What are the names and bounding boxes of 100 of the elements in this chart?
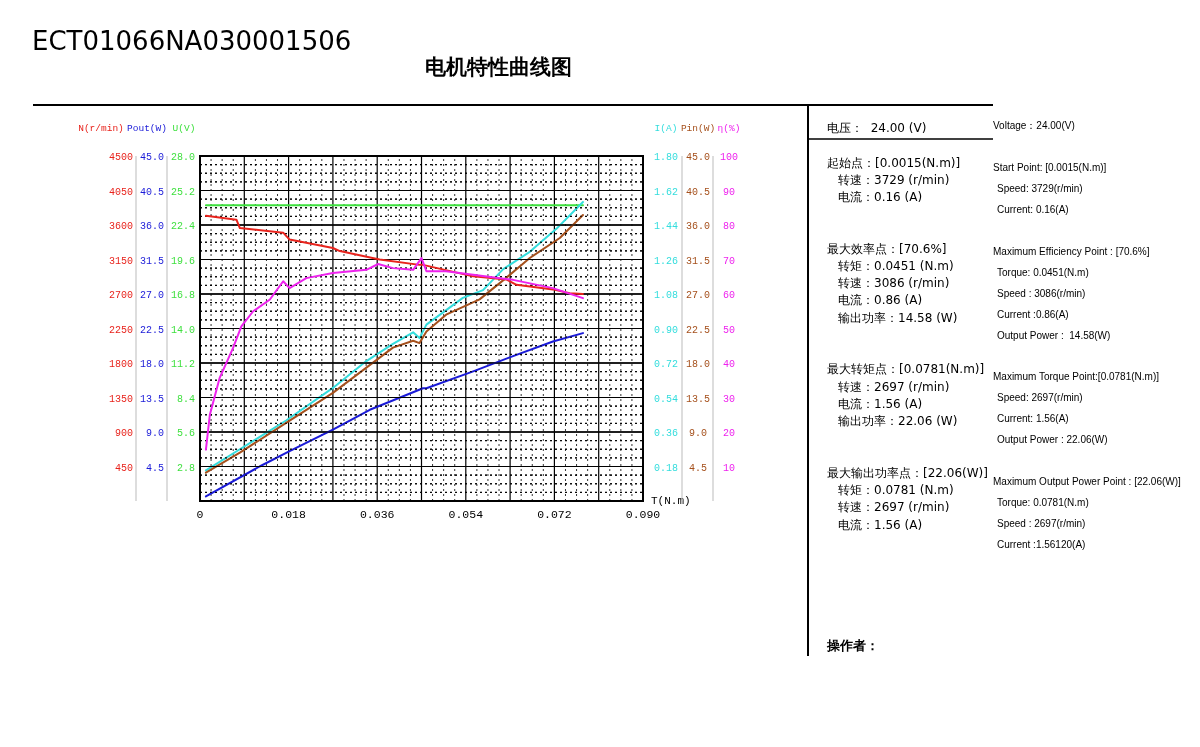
y-tick-label: 4.5 [145, 462, 164, 474]
y2-tick-label: 1.44 [653, 221, 679, 232]
text: 电流：1.56 (A) [838, 518, 923, 532]
x-tick-label: 0 [196, 508, 204, 521]
y2-tick-label: 0.72 [653, 359, 679, 370]
y2-axis-title: η(%) [717, 123, 741, 134]
y2-tick-label: 4.5 [688, 462, 708, 474]
x-tick-label: 0.072 [537, 508, 572, 521]
y2-tick-label: 100 [719, 152, 739, 163]
y-tick-label: 14.0 [170, 324, 195, 336]
y-tick-label: 9.0 [145, 428, 164, 439]
text: 输出功率：14.58 (W) [838, 311, 958, 325]
y2-tick-label: 0.18 [653, 462, 679, 474]
y-axis-title: U(V) [172, 123, 196, 134]
text: 起始点：[0.0015(N.m)] [827, 156, 961, 170]
text: Current: 0.16(A) [997, 204, 1069, 215]
text: Torque: 0.0781(N.m) [997, 497, 1089, 508]
y-tick-label: 28.0 [170, 152, 195, 163]
text: Current :0.86(A) [997, 309, 1069, 320]
text: Maximum Output Power Point : [22.06(W)] [993, 476, 1182, 487]
text: Output Power : 14.58(W) [997, 330, 1111, 341]
text: 电流：0.16 (A) [838, 190, 923, 204]
text: 转速：2697 (r/min) [838, 500, 950, 514]
y-tick-label: 22.4 [170, 221, 195, 232]
text: 转矩：0.0451 (N.m) [838, 259, 954, 273]
text: 电流：0.86 (A) [838, 293, 923, 307]
text: 最大效率点：[70.6%] [827, 242, 947, 256]
y2-tick-label: 40.5 [685, 186, 711, 198]
y-tick-label: 1800 [108, 359, 133, 370]
text: 操作者： [826, 638, 879, 653]
y2-axis-title: I(A) [654, 123, 678, 134]
y-tick-label: 22.5 [139, 324, 164, 336]
text: 电流：1.56 (A) [838, 397, 923, 411]
y-axis-title: N(r/min) [78, 123, 124, 134]
y-tick-label: 5.6 [176, 428, 195, 439]
y2-tick-label: 0.54 [653, 393, 679, 405]
y-tick-label: 19.6 [170, 255, 195, 267]
y-tick-label: 45.0 [139, 152, 164, 163]
text: Start Point: [0.0015(N.m)] [993, 162, 1107, 173]
y-tick-label: 4050 [108, 186, 133, 198]
y-tick-label: 2250 [108, 324, 133, 336]
text: Speed : 3086(r/min) [997, 288, 1086, 299]
y2-tick-label: 0.90 [653, 324, 679, 336]
y-tick-label: 40.5 [139, 186, 164, 198]
text: Speed: 2697(r/min) [997, 392, 1083, 403]
y2-tick-label: 36.0 [685, 221, 711, 232]
y2-tick-label: 18.0 [685, 359, 711, 370]
y2-tick-label: 27.0 [685, 290, 711, 301]
y-tick-label: 25.2 [170, 186, 195, 198]
text: Voltage：24.00(V) [993, 120, 1075, 131]
text: Speed: 3729(r/min) [997, 183, 1083, 194]
y-tick-label: 13.5 [139, 393, 164, 405]
x-axis-title: T(N.m) [651, 495, 691, 507]
y2-tick-label: 0.36 [653, 428, 679, 439]
line-series [204, 332, 584, 498]
y-tick-label: 2700 [108, 290, 133, 301]
y2-tick-label: 1.62 [653, 186, 679, 198]
y2-tick-label: 1.26 [653, 255, 679, 267]
text: 转速：3086 (r/min) [838, 276, 950, 290]
y2-tick-label: 70 [722, 255, 736, 267]
y2-tick-label: 13.5 [685, 393, 711, 405]
y-tick-label: 36.0 [139, 221, 164, 232]
y2-tick-label: 10 [722, 462, 736, 474]
text: Speed : 2697(r/min) [997, 518, 1086, 529]
y-tick-label: 2.8 [176, 462, 195, 474]
y-axis-title: Pout(W) [127, 123, 167, 134]
y2-tick-label: 20 [722, 428, 736, 439]
x-tick-label: 0.036 [359, 508, 395, 521]
y2-tick-label: 90 [722, 186, 736, 198]
x-tick-label: 0.054 [448, 508, 484, 521]
text: Current :1.56120(A) [997, 539, 1086, 550]
line-series [204, 214, 584, 295]
y-tick-label: 4500 [108, 152, 133, 163]
y2-tick-label: 9.0 [688, 428, 708, 439]
text: 最大转矩点：[0.0781(N.m)] [827, 362, 985, 376]
text: Torque: 0.0451(N.m) [997, 267, 1089, 278]
text: Output Power : 22.06(W) [997, 434, 1108, 445]
y-tick-label: 31.5 [139, 255, 164, 267]
y-tick-label: 11.2 [170, 359, 195, 370]
y-tick-label: 3150 [108, 255, 133, 267]
x-tick-label: 0.018 [271, 508, 306, 521]
line-series [204, 257, 584, 451]
y-tick-label: 450 [114, 462, 133, 474]
x-tick-label: 0.090 [625, 508, 661, 521]
y2-tick-label: 1.08 [653, 290, 679, 301]
y-tick-label: 16.8 [170, 290, 195, 301]
text: Maximum Efficiency Point : [70.6%] [993, 246, 1150, 257]
text: Current: 1.56(A) [997, 413, 1069, 424]
y2-tick-label: 1.80 [653, 152, 679, 163]
text: 最大输出功率点：[22.06(W)] [827, 466, 988, 480]
y2-tick-label: 45.0 [685, 152, 711, 163]
text: 转矩：0.0781 (N.m) [838, 483, 954, 497]
text: Maximum Torque Point:[0.0781(N.m)] [993, 371, 1160, 382]
y2-tick-label: 60 [722, 290, 736, 301]
y-tick-label: 900 [114, 428, 133, 439]
y2-tick-label: 22.5 [685, 324, 711, 336]
y-tick-label: 27.0 [139, 290, 164, 301]
y-tick-label: 8.4 [176, 393, 195, 405]
y2-tick-label: 30 [722, 393, 736, 405]
y-tick-label: 18.0 [139, 359, 164, 370]
